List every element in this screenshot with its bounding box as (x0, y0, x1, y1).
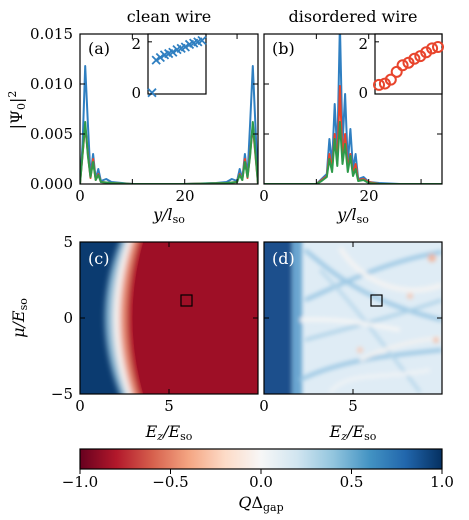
panel-a-label: (a) (88, 39, 110, 58)
panel-a-inset-markers (147, 35, 207, 98)
panel-b-xtick-20: 20 (359, 187, 378, 205)
panel-b-inset-marker (396, 59, 409, 72)
panel-b-inset-marker (390, 65, 403, 78)
panel-c-ytick-minus5: −5 (51, 385, 73, 403)
panel-a-ytick-0.010: 0.010 (30, 75, 73, 93)
panel-c-xtick-0: 0 (75, 397, 85, 415)
panel-a-series-line-2 (80, 125, 258, 184)
colorbar-tick-0: 0.0 (249, 473, 273, 491)
panel-a-inset-ytick-0: 0 (131, 84, 141, 102)
panel-d-ticks (263, 241, 442, 395)
colorbar-tick-minus1: −1.0 (62, 473, 98, 491)
panel-c-phase-diagram-clean: (c) 5 0 −5 0 5 Ez/Eso μ/Eso (9, 233, 259, 443)
panel-a-ytick-0.005: 0.005 (30, 125, 73, 143)
colorbar: −1.0 −0.5 0.0 0.5 1.0 QΔgap (62, 448, 454, 514)
panel-c-heatmap (80, 242, 258, 394)
colorbar-tick-minus0.5: −0.5 (152, 473, 188, 491)
panel-c-label: (c) (88, 249, 109, 268)
panel-b-series-line-3 (264, 121, 442, 184)
panel-a-inset-marker (168, 47, 178, 57)
panel-a-ytick-0.015: 0.015 (30, 25, 73, 43)
panel-b-inset-marker (373, 78, 385, 91)
panel-a-inset-marker (197, 35, 207, 46)
panel-a-xtick-0: 0 (75, 187, 85, 205)
panel-b-inset: 2 0 (358, 33, 444, 102)
panel-b-series (264, 34, 442, 184)
panel-a-series-line-3 (80, 121, 258, 184)
panel-a-inset-marker (180, 42, 190, 52)
panel-b-xtick-0: 0 (259, 187, 269, 205)
colorbar-tick-1: 1.0 (430, 473, 454, 491)
title-disordered-wire: disordered wire (289, 7, 418, 26)
panel-c-xtick-5: 5 (164, 397, 174, 415)
panel-d-xtick-0: 0 (259, 397, 269, 415)
panel-c-ticks (79, 241, 258, 395)
panel-b-inset-ytick-2: 2 (358, 35, 368, 53)
panel-a-wavefunction-clean: (a) 2 0 0.015 0.010 0.005 0.000 0 20 y/l… (6, 25, 259, 226)
panel-b-inset-markers (373, 41, 444, 95)
panel-d-phase-diagram-disordered: (d) 0 5 Ez/Eso (259, 241, 443, 443)
panel-a-inset-marker (147, 88, 157, 98)
panel-b-inset-marker (426, 42, 439, 55)
colorbar-gradient (79, 448, 443, 470)
panel-b-ticks (263, 33, 442, 185)
panel-c-ylabel: μ/Eso (9, 298, 30, 338)
panel-b-inset-marker (432, 41, 444, 54)
panel-a-inset-marker (155, 52, 165, 63)
panel-a-inset: 2 0 (131, 33, 207, 102)
panel-c-ytick-0: 0 (63, 309, 73, 327)
colorbar-ticks (79, 469, 443, 474)
panel-a-inset-ytick-2: 2 (131, 35, 141, 53)
panel-a-ytick-0.000: 0.000 (30, 175, 73, 193)
panel-a-xtick-20: 20 (175, 187, 194, 205)
panel-c-xlabel: Ez/Eso (145, 422, 193, 443)
colorbar-label: QΔgap (238, 493, 283, 514)
title-clean-wire: clean wire (127, 7, 211, 26)
panel-a-ticks (79, 33, 258, 185)
panel-d-xlabel: Ez/Eso (329, 422, 377, 443)
panel-d-heatmap (264, 242, 442, 394)
panel-a-inset-marker (151, 55, 161, 65)
panel-b-label: (b) (272, 39, 295, 58)
panel-b-inset-marker (408, 52, 421, 65)
panel-c-marker-square (180, 294, 193, 307)
panel-d-label: (d) (272, 249, 295, 268)
colorbar-tick-0.5: 0.5 (340, 473, 364, 491)
panel-b-inset-marker (384, 73, 397, 86)
panel-d-xtick-5: 5 (348, 397, 358, 415)
panel-b-inset-ytick-0: 0 (358, 84, 368, 102)
panel-a-series (80, 65, 258, 184)
panel-c-ytick-5: 5 (63, 233, 73, 251)
panel-d-marker-square (370, 294, 383, 307)
panel-b-frame (263, 33, 443, 185)
panel-a-xlabel: y/lso (152, 205, 185, 226)
panel-b-xlabel: y/lso (336, 205, 369, 226)
panel-b-wavefunction-disordered: (b) 2 0 0 20 y/lso (259, 33, 444, 226)
panel-a-ylabel: |Ψ0|2 (6, 91, 28, 130)
